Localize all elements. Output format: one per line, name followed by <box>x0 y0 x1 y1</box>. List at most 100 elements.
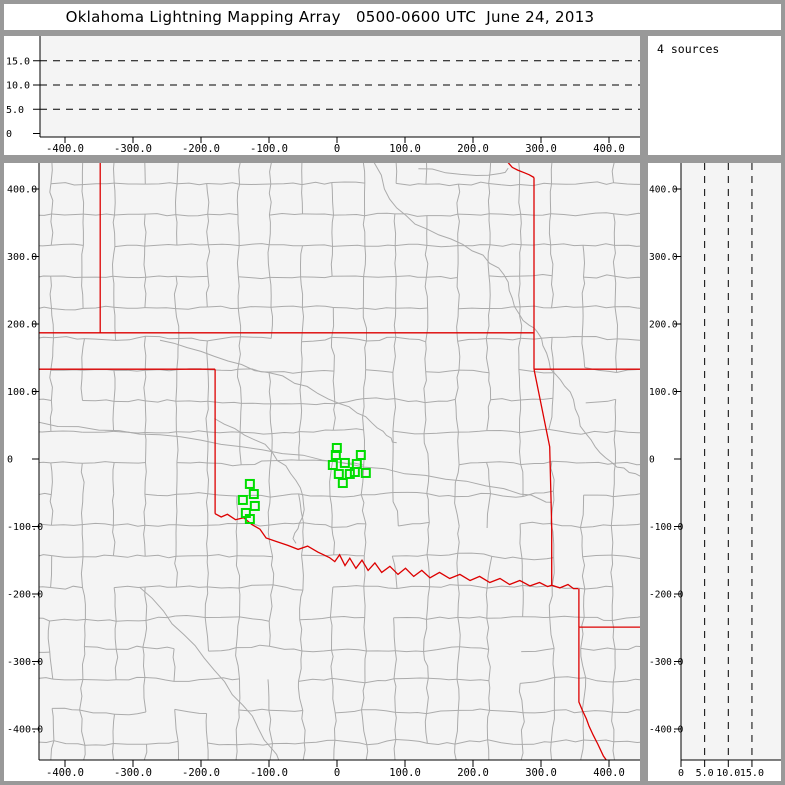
county-boundary <box>488 680 491 711</box>
county-boundary <box>270 305 303 308</box>
county-boundary <box>424 277 429 309</box>
alt-tick-label: 5.0 <box>696 768 714 779</box>
county-boundary <box>235 616 240 648</box>
alt-tick-label: 0 <box>678 768 684 779</box>
y-tick-label: 300.0 <box>7 252 37 263</box>
county-boundary <box>520 521 551 525</box>
county-boundary <box>39 554 52 557</box>
county-boundary <box>614 306 619 339</box>
county-boundary <box>361 492 393 496</box>
plan-view-map[interactable]: 400.0 300.0 200.0 100.0 0 -100.0 -200.0 -300.0 -… <box>4 163 640 781</box>
county-boundary <box>457 213 460 246</box>
county-boundary <box>298 431 301 461</box>
county-boundary <box>395 650 424 653</box>
county-boundary <box>584 585 613 590</box>
county-boundary <box>269 212 303 216</box>
county-boundary <box>144 243 177 247</box>
lightning-source-marker <box>237 494 248 505</box>
county-boundary <box>112 401 115 432</box>
county-boundary <box>146 740 179 745</box>
county-boundary <box>332 677 366 684</box>
county-boundary <box>51 243 84 246</box>
county-boundary <box>145 399 176 403</box>
county-boundary <box>334 739 367 746</box>
county-boundary <box>302 213 334 216</box>
county-boundary <box>330 615 365 619</box>
county-boundary <box>614 306 640 309</box>
county-boundary <box>486 399 492 431</box>
county-boundary <box>113 554 146 558</box>
county-boundary <box>580 739 585 760</box>
county-boundary <box>236 369 242 404</box>
altitude-ew-plot[interactable]: 0 5.0 10.0 15.0 -400.0 -300.0 -200.0 -100.0 0 100… <box>4 36 640 155</box>
county-boundary <box>235 647 240 679</box>
county-boundary <box>363 246 367 277</box>
x-tick-label: 200.0 <box>457 143 489 155</box>
county-boundary <box>206 183 210 215</box>
county-boundary <box>49 370 53 401</box>
county-boundary <box>116 676 145 681</box>
county-boundary <box>208 243 240 247</box>
county-boundary <box>145 554 177 559</box>
plan-view-axes: 400.0 300.0 200.0 100.0 0 -100.0 -200.0 -300.0 -… <box>7 163 640 779</box>
county-boundary <box>176 492 208 495</box>
x-tick-label: 400.0 <box>593 767 625 779</box>
county-boundary <box>365 744 369 760</box>
county-boundary <box>487 739 523 745</box>
county-boundary <box>174 183 178 215</box>
county-boundary <box>268 460 272 498</box>
county-boundary <box>610 496 614 526</box>
y-tick-label: 400.0 <box>649 184 678 195</box>
county-boundary <box>39 586 51 588</box>
county-boundary <box>392 492 399 527</box>
county-boundary <box>395 163 398 184</box>
county-boundary <box>53 740 85 746</box>
county-boundary <box>612 741 616 760</box>
county-boundary <box>423 433 430 466</box>
county-boundary <box>520 676 555 684</box>
county-boundary <box>423 651 429 679</box>
county-boundary <box>518 276 521 307</box>
county-boundary <box>79 709 86 746</box>
county-boundary <box>331 182 334 216</box>
county-boundary <box>113 587 117 622</box>
altitude-ns-plot[interactable]: 400.0 300.0 200.0 100.0 0 -100.0 -200.0 -300.0 -… <box>648 163 781 781</box>
county-boundary <box>82 554 114 558</box>
y-tick-label: 200.0 <box>649 319 678 330</box>
county-boundary <box>302 742 306 760</box>
county-boundary <box>207 742 237 746</box>
county-boundary <box>299 429 334 433</box>
county-boundary <box>208 647 237 652</box>
county-boundary <box>611 681 614 713</box>
county-boundary <box>81 245 84 278</box>
county-boundary <box>426 493 456 498</box>
county-boundary <box>331 527 336 555</box>
county-boundary <box>112 462 115 494</box>
county-boundary <box>426 616 458 620</box>
alt-tick-label: 10.0 <box>716 768 740 779</box>
county-boundary <box>174 678 210 682</box>
county-boundary <box>330 246 333 277</box>
county-boundary <box>330 650 334 679</box>
county-boundary <box>362 215 366 247</box>
lightning-source-marker <box>360 467 371 478</box>
county-boundary <box>114 182 146 185</box>
state-borders <box>39 163 640 760</box>
county-boundary <box>459 646 489 650</box>
county-boundary <box>519 428 549 434</box>
county-boundary <box>143 525 146 557</box>
county-boundary <box>112 714 115 744</box>
county-boundary <box>521 558 524 586</box>
county-boundary <box>581 711 585 741</box>
county-boundary <box>239 243 270 247</box>
county-boundary <box>19 215 22 245</box>
county-boundary <box>423 619 428 652</box>
lightning-source-marker <box>337 478 348 489</box>
county-boundary <box>366 739 396 746</box>
x-tick-label: -200.0 <box>182 767 220 779</box>
county-boundary <box>488 275 491 309</box>
y-tick-label: -400.0 <box>649 724 684 735</box>
county-boundary <box>394 712 397 740</box>
county-boundary <box>456 553 459 586</box>
county-boundary <box>81 163 84 185</box>
